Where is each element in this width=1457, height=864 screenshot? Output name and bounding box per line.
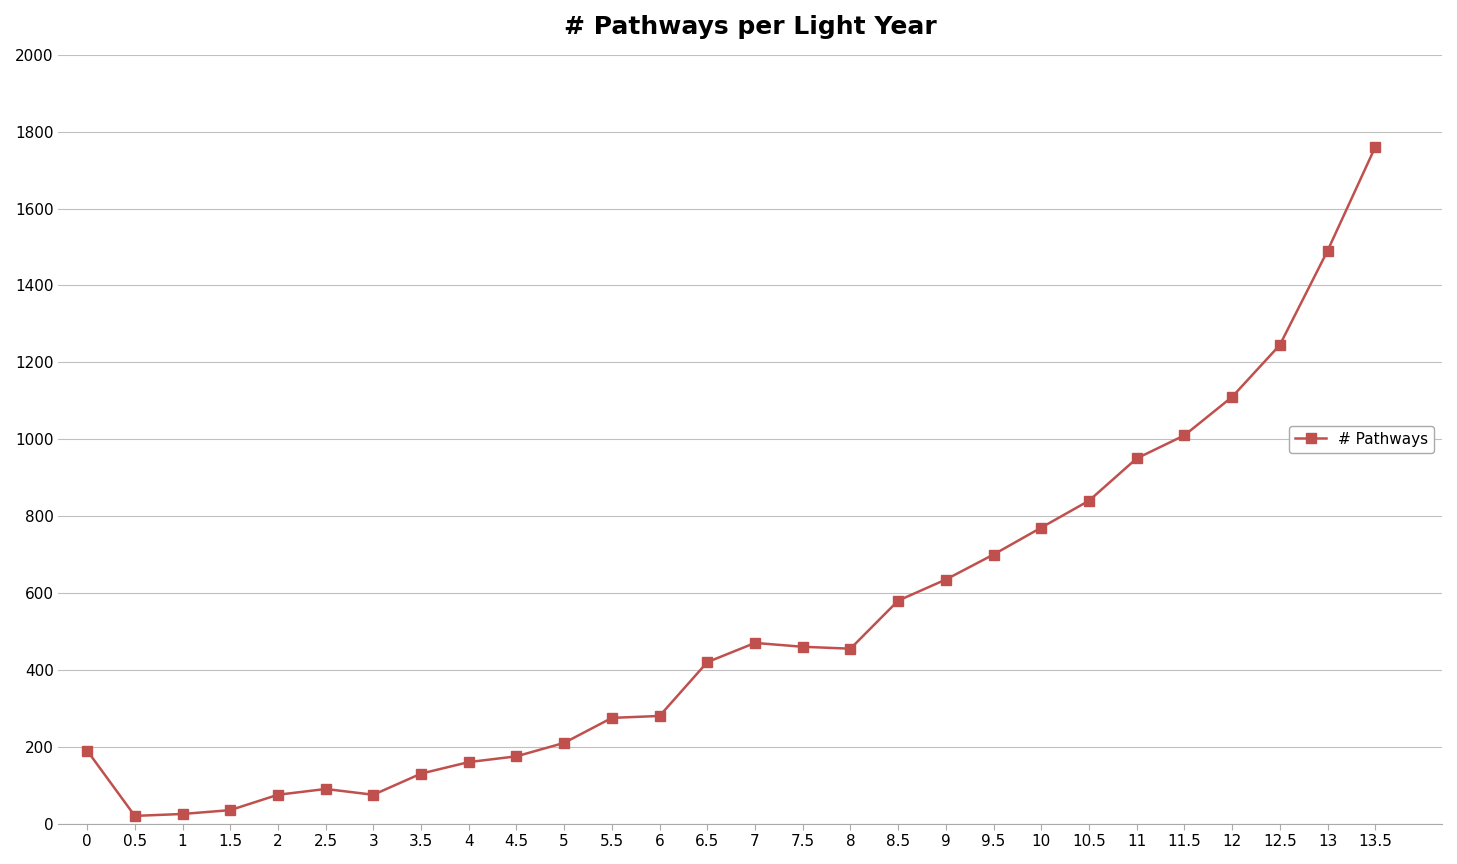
Legend: # Pathways: # Pathways: [1289, 426, 1434, 453]
Title: # Pathways per Light Year: # Pathways per Light Year: [564, 15, 937, 39]
